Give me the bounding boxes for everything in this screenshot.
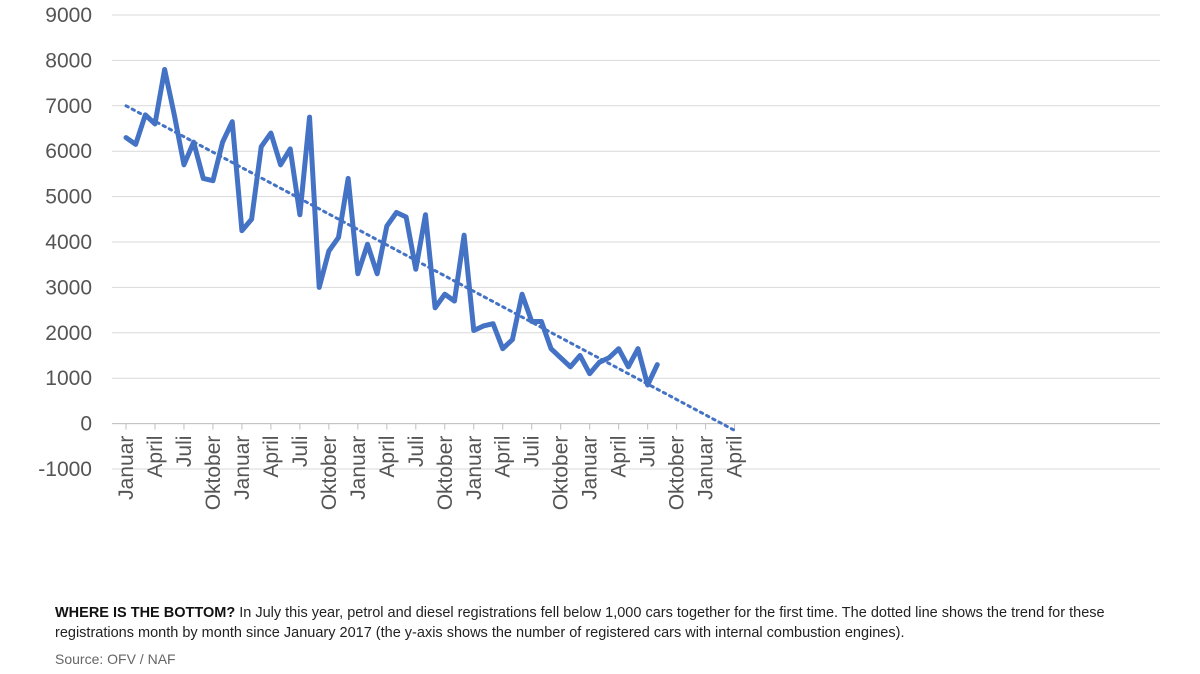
- series-line-registrations: [123, 66, 660, 388]
- y-tick-label: 5000: [45, 186, 92, 209]
- figure-caption: WHERE IS THE BOTTOM? In July this year, …: [55, 603, 1165, 643]
- grid-lines: [112, 14, 1160, 470]
- x-tick-label: April: [492, 436, 515, 478]
- x-tick-label: Juli: [521, 436, 544, 468]
- y-tick-label: 4000: [45, 231, 92, 254]
- series-layer: [123, 66, 737, 432]
- x-tick-label: Januar: [115, 436, 138, 500]
- x-tick-label: Januar: [231, 436, 254, 500]
- y-axis-ticks: 9000 8000 7000 6000 5000 4000 3000 2000 1000 0 -10…: [38, 4, 92, 481]
- x-tick-label: April: [144, 436, 167, 478]
- x-tick-label: Januar: [463, 436, 486, 500]
- x-tick-label: Oktober: [318, 436, 341, 511]
- caption-text: In July this year, petrol and diesel reg…: [55, 605, 1105, 641]
- trend-line: [124, 104, 737, 432]
- x-tick-label: Januar: [695, 436, 718, 500]
- x-tick-label: Oktober: [550, 436, 573, 511]
- x-tick-label: Juli: [289, 436, 312, 468]
- x-tick-label: Juli: [405, 436, 428, 468]
- x-tick-label: Januar: [579, 436, 602, 500]
- y-tick-label: 2000: [45, 322, 92, 345]
- y-tick-label: 6000: [45, 140, 92, 163]
- caption-headline: WHERE IS THE BOTTOM?: [55, 605, 236, 621]
- x-tick-label: Juli: [637, 436, 660, 468]
- source-note: Source: OFV / NAF: [55, 651, 176, 667]
- x-tick-label: April: [608, 436, 631, 478]
- x-axis-ticks: Januar April Juli Oktober Januar April Juli Okt…: [115, 423, 747, 511]
- x-tick-label: Oktober: [202, 436, 225, 511]
- x-tick-label: Oktober: [434, 436, 457, 511]
- y-tick-label: 8000: [45, 49, 92, 72]
- x-tick-label: Januar: [347, 436, 370, 500]
- y-tick-label: 7000: [45, 95, 92, 118]
- y-tick-label: -1000: [38, 458, 92, 481]
- line-chart: 9000 8000 7000 6000 5000 4000 3000 2000 1000 0 -10…: [38, 4, 1160, 511]
- x-tick-label: April: [376, 436, 399, 478]
- y-tick-label: 3000: [45, 276, 92, 299]
- x-tick-label: Oktober: [666, 436, 689, 511]
- y-tick-label: 1000: [45, 367, 92, 390]
- x-tick-label: April: [724, 436, 747, 478]
- x-tick-label: April: [260, 436, 283, 478]
- x-tick-label: Juli: [173, 436, 196, 468]
- y-tick-label: 9000: [45, 4, 92, 27]
- y-tick-label: 0: [80, 413, 92, 436]
